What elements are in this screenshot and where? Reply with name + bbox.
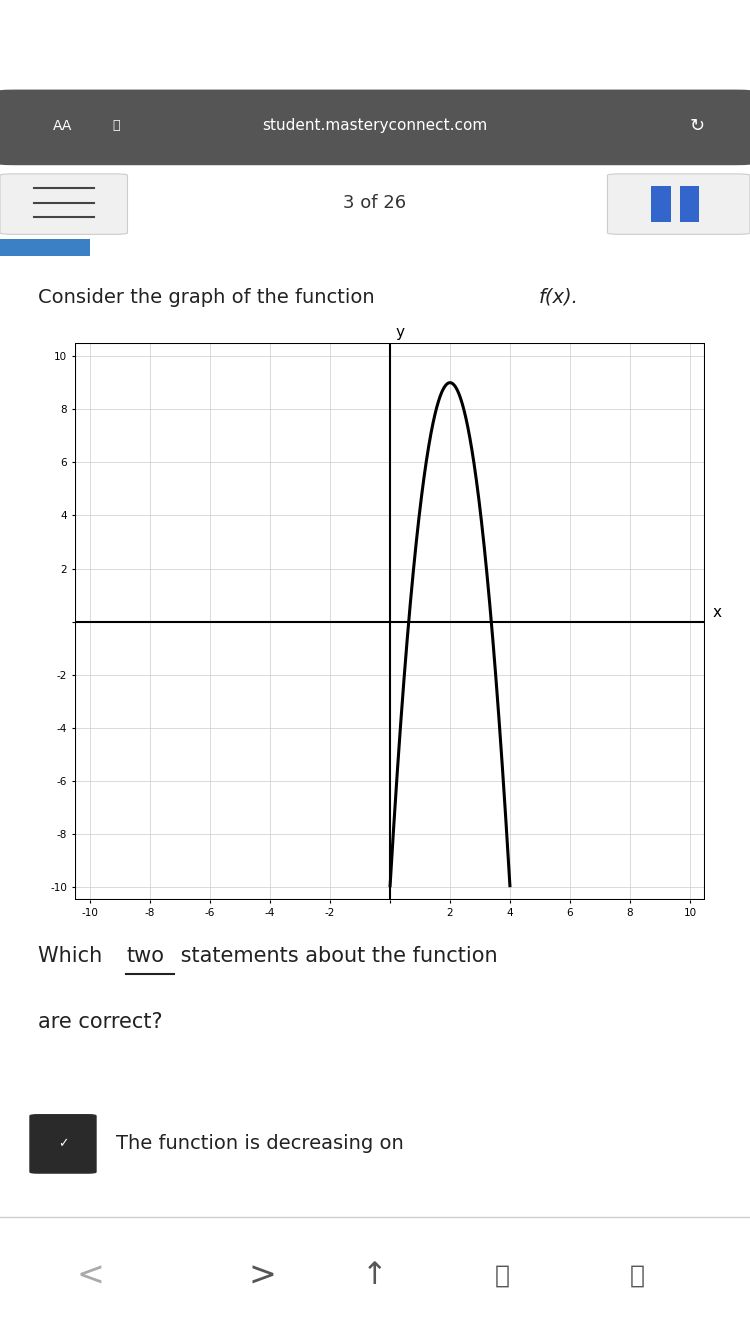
- Bar: [651, 187, 670, 223]
- Text: ↑: ↑: [362, 1261, 388, 1290]
- FancyBboxPatch shape: [0, 173, 128, 235]
- Text: ✓: ✓: [58, 1138, 68, 1150]
- Text: 📖: 📖: [495, 1263, 510, 1287]
- Text: 20:32: 20:32: [344, 29, 406, 48]
- Text: >: >: [248, 1259, 277, 1293]
- Text: f(x).: f(x).: [538, 288, 578, 307]
- Text: ⧉: ⧉: [630, 1263, 645, 1287]
- FancyBboxPatch shape: [0, 89, 750, 165]
- Text: y: y: [396, 324, 405, 340]
- Bar: [680, 187, 699, 223]
- Bar: [0, 239, 90, 256]
- Text: The function is decreasing on: The function is decreasing on: [116, 1134, 404, 1154]
- Text: student.masteryconnect.com: student.masteryconnect.com: [262, 119, 488, 133]
- Text: 32%: 32%: [673, 32, 707, 47]
- Text: are correct?: are correct?: [38, 1011, 162, 1031]
- Text: ↻: ↻: [690, 116, 705, 135]
- Text: <: <: [76, 1259, 104, 1293]
- FancyBboxPatch shape: [30, 1115, 96, 1173]
- Text: AA: AA: [53, 119, 72, 132]
- Text: Consider the graph of the function: Consider the graph of the function: [38, 288, 380, 307]
- Text: ■■ TFW: ■■ TFW: [38, 32, 109, 47]
- Text: Which: Which: [38, 946, 108, 966]
- Text: x: x: [712, 604, 722, 620]
- Text: 3 of 26: 3 of 26: [344, 193, 406, 212]
- FancyBboxPatch shape: [608, 173, 750, 235]
- Text: two: two: [126, 946, 164, 966]
- Text: statements about the function: statements about the function: [174, 946, 498, 966]
- Text: 🔒: 🔒: [112, 119, 120, 132]
